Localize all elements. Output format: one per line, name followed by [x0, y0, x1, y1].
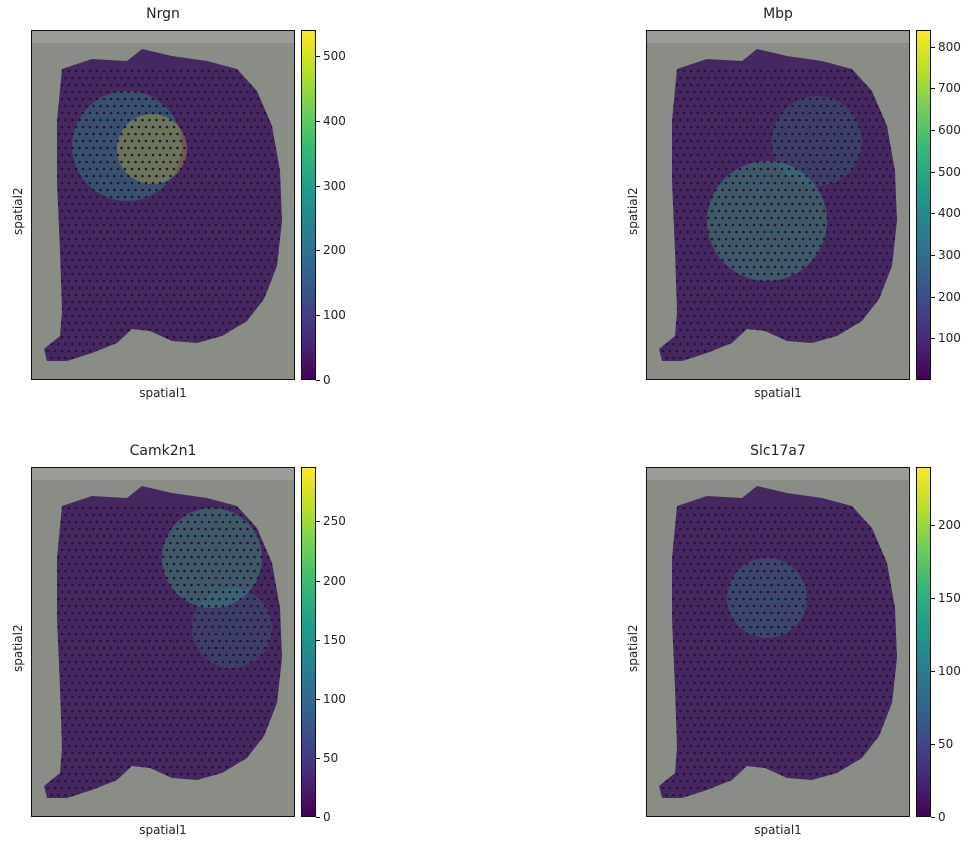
panel-title: Camk2n1	[129, 443, 197, 459]
colorbar-tick	[316, 521, 320, 523]
colorbar-tick-label: 50	[323, 750, 339, 765]
spatial-plot-area	[646, 30, 910, 380]
colorbar	[301, 467, 316, 817]
expression-hotspots	[659, 69, 897, 360]
tissue-image	[32, 31, 294, 361]
tissue-image	[647, 468, 909, 798]
colorbar-tick-label: 400	[938, 206, 961, 221]
colorbar-tick	[316, 120, 320, 122]
colorbar-tick-label: 100	[323, 308, 346, 323]
fiducial-strip	[32, 468, 294, 480]
colorbar	[301, 30, 316, 380]
colorbar-tick-label: 250	[323, 514, 346, 529]
spatial-plot-area	[646, 467, 910, 817]
x-axis-label: spatial1	[139, 386, 187, 400]
spatial-plot-area	[31, 30, 295, 380]
colorbar-tick	[316, 185, 320, 187]
colorbar-tick	[316, 757, 320, 759]
colorbar-tick	[931, 88, 935, 90]
colorbar-tick-label: 0	[323, 810, 331, 824]
colorbar-tick-label: 100	[938, 664, 961, 679]
colorbar-tick-label: 200	[938, 518, 961, 533]
y-axis-label: spatial2	[626, 624, 640, 672]
colorbar-tick	[316, 698, 320, 700]
colorbar-tick	[931, 817, 935, 818]
panel-title: Mbp	[763, 6, 793, 22]
colorbar-tick-label: 150	[323, 632, 346, 647]
colorbar-tick-label: 50	[938, 737, 954, 752]
spatial-plot-area	[31, 467, 295, 817]
colorbar-tick	[931, 130, 935, 131]
colorbar-tick-label: 500	[323, 48, 346, 63]
x-axis-label: spatial1	[139, 823, 187, 837]
colorbar-tick	[316, 315, 320, 317]
tissue-image	[647, 31, 909, 361]
panel-title: Slc17a7	[750, 443, 806, 459]
y-axis-label: spatial2	[11, 187, 25, 235]
colorbar-tick	[931, 213, 935, 215]
colorbar-tick	[316, 580, 320, 582]
hotspot	[117, 114, 187, 184]
colorbar-tick	[931, 171, 935, 173]
colorbar-tick-label: 700	[938, 81, 961, 96]
colorbar-tick-label: 400	[323, 113, 346, 128]
colorbar-tick	[931, 671, 935, 673]
colorbar-tick-label: 200	[938, 289, 961, 304]
y-axis-label: spatial2	[11, 624, 25, 672]
colorbar	[916, 30, 931, 380]
colorbar-tick-label: 200	[323, 243, 346, 258]
hotspot	[727, 558, 807, 638]
fiducial-strip	[647, 31, 909, 43]
colorbar-tick	[931, 46, 935, 48]
tissue-image	[32, 468, 294, 798]
colorbar-tick	[316, 639, 320, 641]
colorbar-tick	[931, 744, 935, 746]
x-axis-label: spatial1	[754, 823, 802, 837]
colorbar-tick	[316, 55, 320, 57]
colorbar-tick	[931, 525, 935, 527]
colorbar-tick-label: 600	[938, 123, 961, 137]
colorbar-tick-label: 300	[938, 248, 961, 262]
colorbar-tick	[931, 338, 935, 340]
colorbar-tick	[931, 255, 935, 256]
fiducial-strip	[32, 31, 294, 43]
y-axis-label: spatial2	[626, 187, 640, 235]
colorbar-tick	[316, 250, 320, 252]
colorbar-tick-label: 100	[323, 691, 346, 706]
colorbar-tick-label: 500	[938, 164, 961, 179]
x-axis-label: spatial1	[754, 386, 802, 400]
colorbar-tick-label: 0	[938, 810, 946, 824]
colorbar-tick	[931, 598, 935, 600]
colorbar-tick-label: 150	[938, 591, 961, 606]
colorbar-tick-label: 300	[323, 178, 346, 193]
colorbar-tick-label: 100	[938, 331, 961, 346]
colorbar-tick	[316, 817, 320, 818]
panel-title: Nrgn	[146, 6, 180, 22]
colorbar-tick-label: 200	[323, 573, 346, 588]
colorbar	[916, 467, 931, 817]
fiducial-strip	[647, 468, 909, 480]
colorbar-tick-label: 0	[323, 373, 331, 387]
colorbar-tick-label: 800	[938, 39, 961, 54]
hotspot	[72, 91, 182, 201]
hotspot	[192, 588, 272, 668]
expression-hotspots	[44, 69, 282, 360]
colorbar-tick	[316, 380, 320, 381]
colorbar-tick	[931, 296, 935, 298]
